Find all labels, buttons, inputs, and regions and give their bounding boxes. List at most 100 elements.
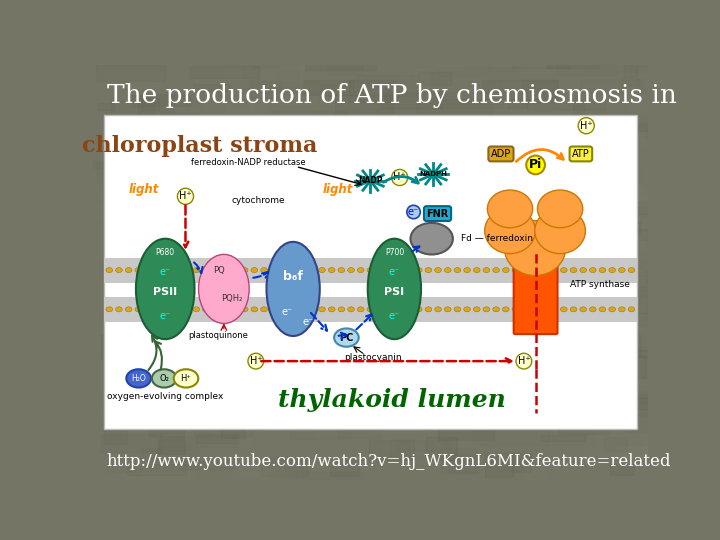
Bar xyxy=(410,176,474,188)
Bar xyxy=(382,438,441,453)
Circle shape xyxy=(551,268,557,273)
Bar xyxy=(104,396,166,405)
Bar xyxy=(595,132,621,137)
Bar xyxy=(572,168,598,191)
Bar xyxy=(507,180,574,191)
Bar xyxy=(621,79,640,86)
Bar xyxy=(105,72,163,80)
Bar xyxy=(372,60,425,75)
Bar xyxy=(194,416,252,436)
Bar xyxy=(500,254,576,276)
Bar xyxy=(93,267,125,280)
Circle shape xyxy=(560,268,567,273)
Bar xyxy=(350,134,417,143)
Bar xyxy=(546,391,618,414)
Bar xyxy=(238,354,308,366)
Bar xyxy=(160,92,202,113)
Circle shape xyxy=(387,307,393,312)
Text: light: light xyxy=(129,183,159,197)
Ellipse shape xyxy=(266,242,320,336)
Bar xyxy=(570,336,645,356)
Bar xyxy=(275,257,305,276)
Bar xyxy=(602,201,653,214)
Bar xyxy=(314,233,328,258)
Bar xyxy=(561,278,577,282)
Bar xyxy=(521,79,557,103)
Bar xyxy=(400,205,436,227)
Bar xyxy=(225,101,254,112)
Bar xyxy=(289,264,315,277)
Bar xyxy=(318,193,390,214)
Bar xyxy=(566,349,613,368)
Bar xyxy=(325,421,369,441)
Bar xyxy=(419,139,467,147)
Bar xyxy=(327,55,361,75)
Bar xyxy=(192,408,235,412)
Bar xyxy=(277,248,289,267)
Bar xyxy=(310,341,364,362)
Bar xyxy=(203,119,262,142)
Bar xyxy=(506,178,526,193)
Bar xyxy=(180,380,217,391)
Bar xyxy=(580,295,595,318)
Bar xyxy=(330,460,359,476)
Bar xyxy=(305,159,338,171)
Circle shape xyxy=(522,307,528,312)
Text: e⁻: e⁻ xyxy=(408,207,419,217)
Bar xyxy=(566,292,577,313)
Bar xyxy=(142,312,217,318)
Circle shape xyxy=(503,307,509,312)
Bar xyxy=(500,329,544,343)
Bar xyxy=(624,70,700,89)
Bar xyxy=(545,212,618,218)
Bar xyxy=(539,259,607,277)
Bar xyxy=(327,207,341,216)
Bar xyxy=(263,181,279,187)
Bar xyxy=(265,260,290,268)
Bar xyxy=(583,269,641,275)
Bar xyxy=(570,136,618,159)
Bar xyxy=(353,167,408,191)
Circle shape xyxy=(410,223,453,254)
Bar xyxy=(279,96,316,113)
Bar xyxy=(251,165,284,181)
Bar xyxy=(474,303,533,318)
Bar xyxy=(525,463,546,479)
Bar xyxy=(167,242,220,255)
Bar xyxy=(253,334,293,359)
Bar xyxy=(264,197,306,219)
Bar xyxy=(605,187,658,208)
Text: plastocyanin: plastocyanin xyxy=(344,353,402,362)
Bar xyxy=(216,240,274,254)
Bar xyxy=(397,119,414,129)
Bar xyxy=(107,463,135,472)
Bar xyxy=(398,141,413,161)
Bar xyxy=(601,207,663,231)
Bar xyxy=(93,125,158,139)
Circle shape xyxy=(145,268,151,273)
Bar xyxy=(305,52,377,70)
Bar xyxy=(412,215,453,224)
Circle shape xyxy=(154,307,161,312)
Bar xyxy=(126,256,188,265)
Circle shape xyxy=(367,268,374,273)
Text: O₂: O₂ xyxy=(159,374,169,383)
Bar xyxy=(576,76,611,98)
Bar xyxy=(345,179,423,199)
Bar xyxy=(226,110,264,120)
Bar xyxy=(438,416,494,440)
Bar xyxy=(603,397,672,416)
Text: P680: P680 xyxy=(156,248,175,258)
Circle shape xyxy=(474,268,480,273)
Bar xyxy=(622,288,659,303)
Bar xyxy=(127,464,186,475)
Bar xyxy=(374,152,411,161)
Bar xyxy=(96,163,125,183)
Bar xyxy=(248,59,287,68)
Bar xyxy=(510,225,567,246)
Circle shape xyxy=(387,268,393,273)
Circle shape xyxy=(531,307,538,312)
Bar xyxy=(510,110,575,127)
Bar xyxy=(146,143,169,156)
Bar xyxy=(536,266,608,271)
